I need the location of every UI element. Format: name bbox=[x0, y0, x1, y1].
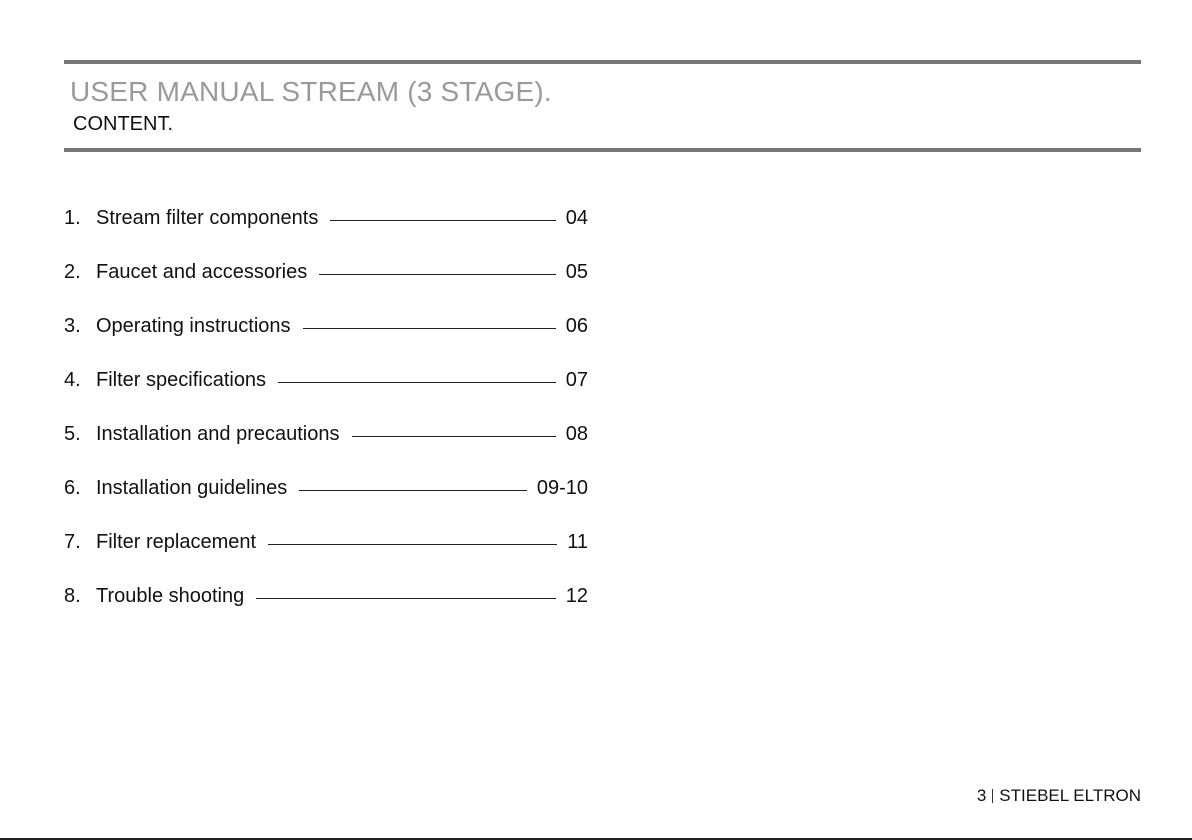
leader-line bbox=[256, 598, 556, 599]
entry-number: 6. bbox=[64, 477, 81, 499]
toc-entry: 3. Operating instructions 06 bbox=[64, 284, 588, 338]
entry-number: 7. bbox=[64, 531, 81, 553]
manual-title: USER MANUAL STREAM (3 STAGE). bbox=[70, 76, 552, 107]
leader-line bbox=[302, 328, 556, 329]
entry-page: 06 bbox=[565, 315, 588, 337]
header-rule bbox=[64, 148, 1141, 152]
section-title: CONTENT. bbox=[73, 113, 173, 135]
leader-line bbox=[330, 220, 556, 221]
leader-line bbox=[278, 382, 556, 383]
entry-number: 3. bbox=[64, 315, 81, 337]
entry-page: 11 bbox=[567, 531, 588, 553]
entry-title: Trouble shooting bbox=[96, 585, 245, 607]
entry-page: 05 bbox=[565, 261, 588, 283]
separator bbox=[992, 789, 994, 803]
toc-entry: 5. Installation and precautions 08 bbox=[64, 392, 588, 446]
entry-title: Filter specifications bbox=[96, 369, 267, 391]
brand: STIEBEL ELTRON bbox=[999, 786, 1141, 805]
entry-title: Installation and precautions bbox=[96, 423, 340, 445]
entry-page: 04 bbox=[565, 207, 588, 229]
bottom-border bbox=[0, 838, 1192, 840]
entry-title: Faucet and accessories bbox=[96, 261, 308, 283]
toc-entry: 1. Stream filter components 04 bbox=[64, 176, 588, 230]
leader-line bbox=[319, 274, 556, 275]
entry-title: Stream filter components bbox=[96, 207, 319, 229]
entry-title: Operating instructions bbox=[96, 315, 291, 337]
toc-entry: 7. Filter replacement 11 bbox=[64, 500, 588, 554]
leader-line bbox=[268, 544, 558, 545]
leader-line bbox=[351, 436, 556, 437]
footer: 3 STIEBEL ELTRON bbox=[977, 786, 1141, 806]
toc-entry: 2. Faucet and accessories 05 bbox=[64, 230, 588, 284]
entry-page: 09-10 bbox=[536, 477, 588, 499]
entry-page: 07 bbox=[565, 369, 588, 391]
entry-title: Installation guidelines bbox=[96, 477, 288, 499]
entry-number: 2. bbox=[64, 261, 81, 283]
page-number: 3 bbox=[976, 786, 987, 805]
toc-entry: 4. Filter specifications 07 bbox=[64, 338, 588, 392]
entry-page: 12 bbox=[565, 585, 588, 607]
top-rule bbox=[64, 60, 1141, 64]
entry-number: 1. bbox=[64, 207, 81, 229]
leader-line bbox=[299, 490, 527, 491]
entry-title: Filter replacement bbox=[96, 531, 257, 553]
entry-number: 4. bbox=[64, 369, 81, 391]
entry-number: 8. bbox=[64, 585, 81, 607]
toc-entry: 6. Installation guidelines 09-10 bbox=[64, 446, 588, 500]
table-of-contents: 1. Stream filter components 04 2. Faucet and… bbox=[64, 176, 588, 608]
entry-number: 5. bbox=[64, 423, 81, 445]
toc-entry: 8. Trouble shooting 12 bbox=[64, 554, 588, 608]
entry-page: 08 bbox=[565, 423, 588, 445]
